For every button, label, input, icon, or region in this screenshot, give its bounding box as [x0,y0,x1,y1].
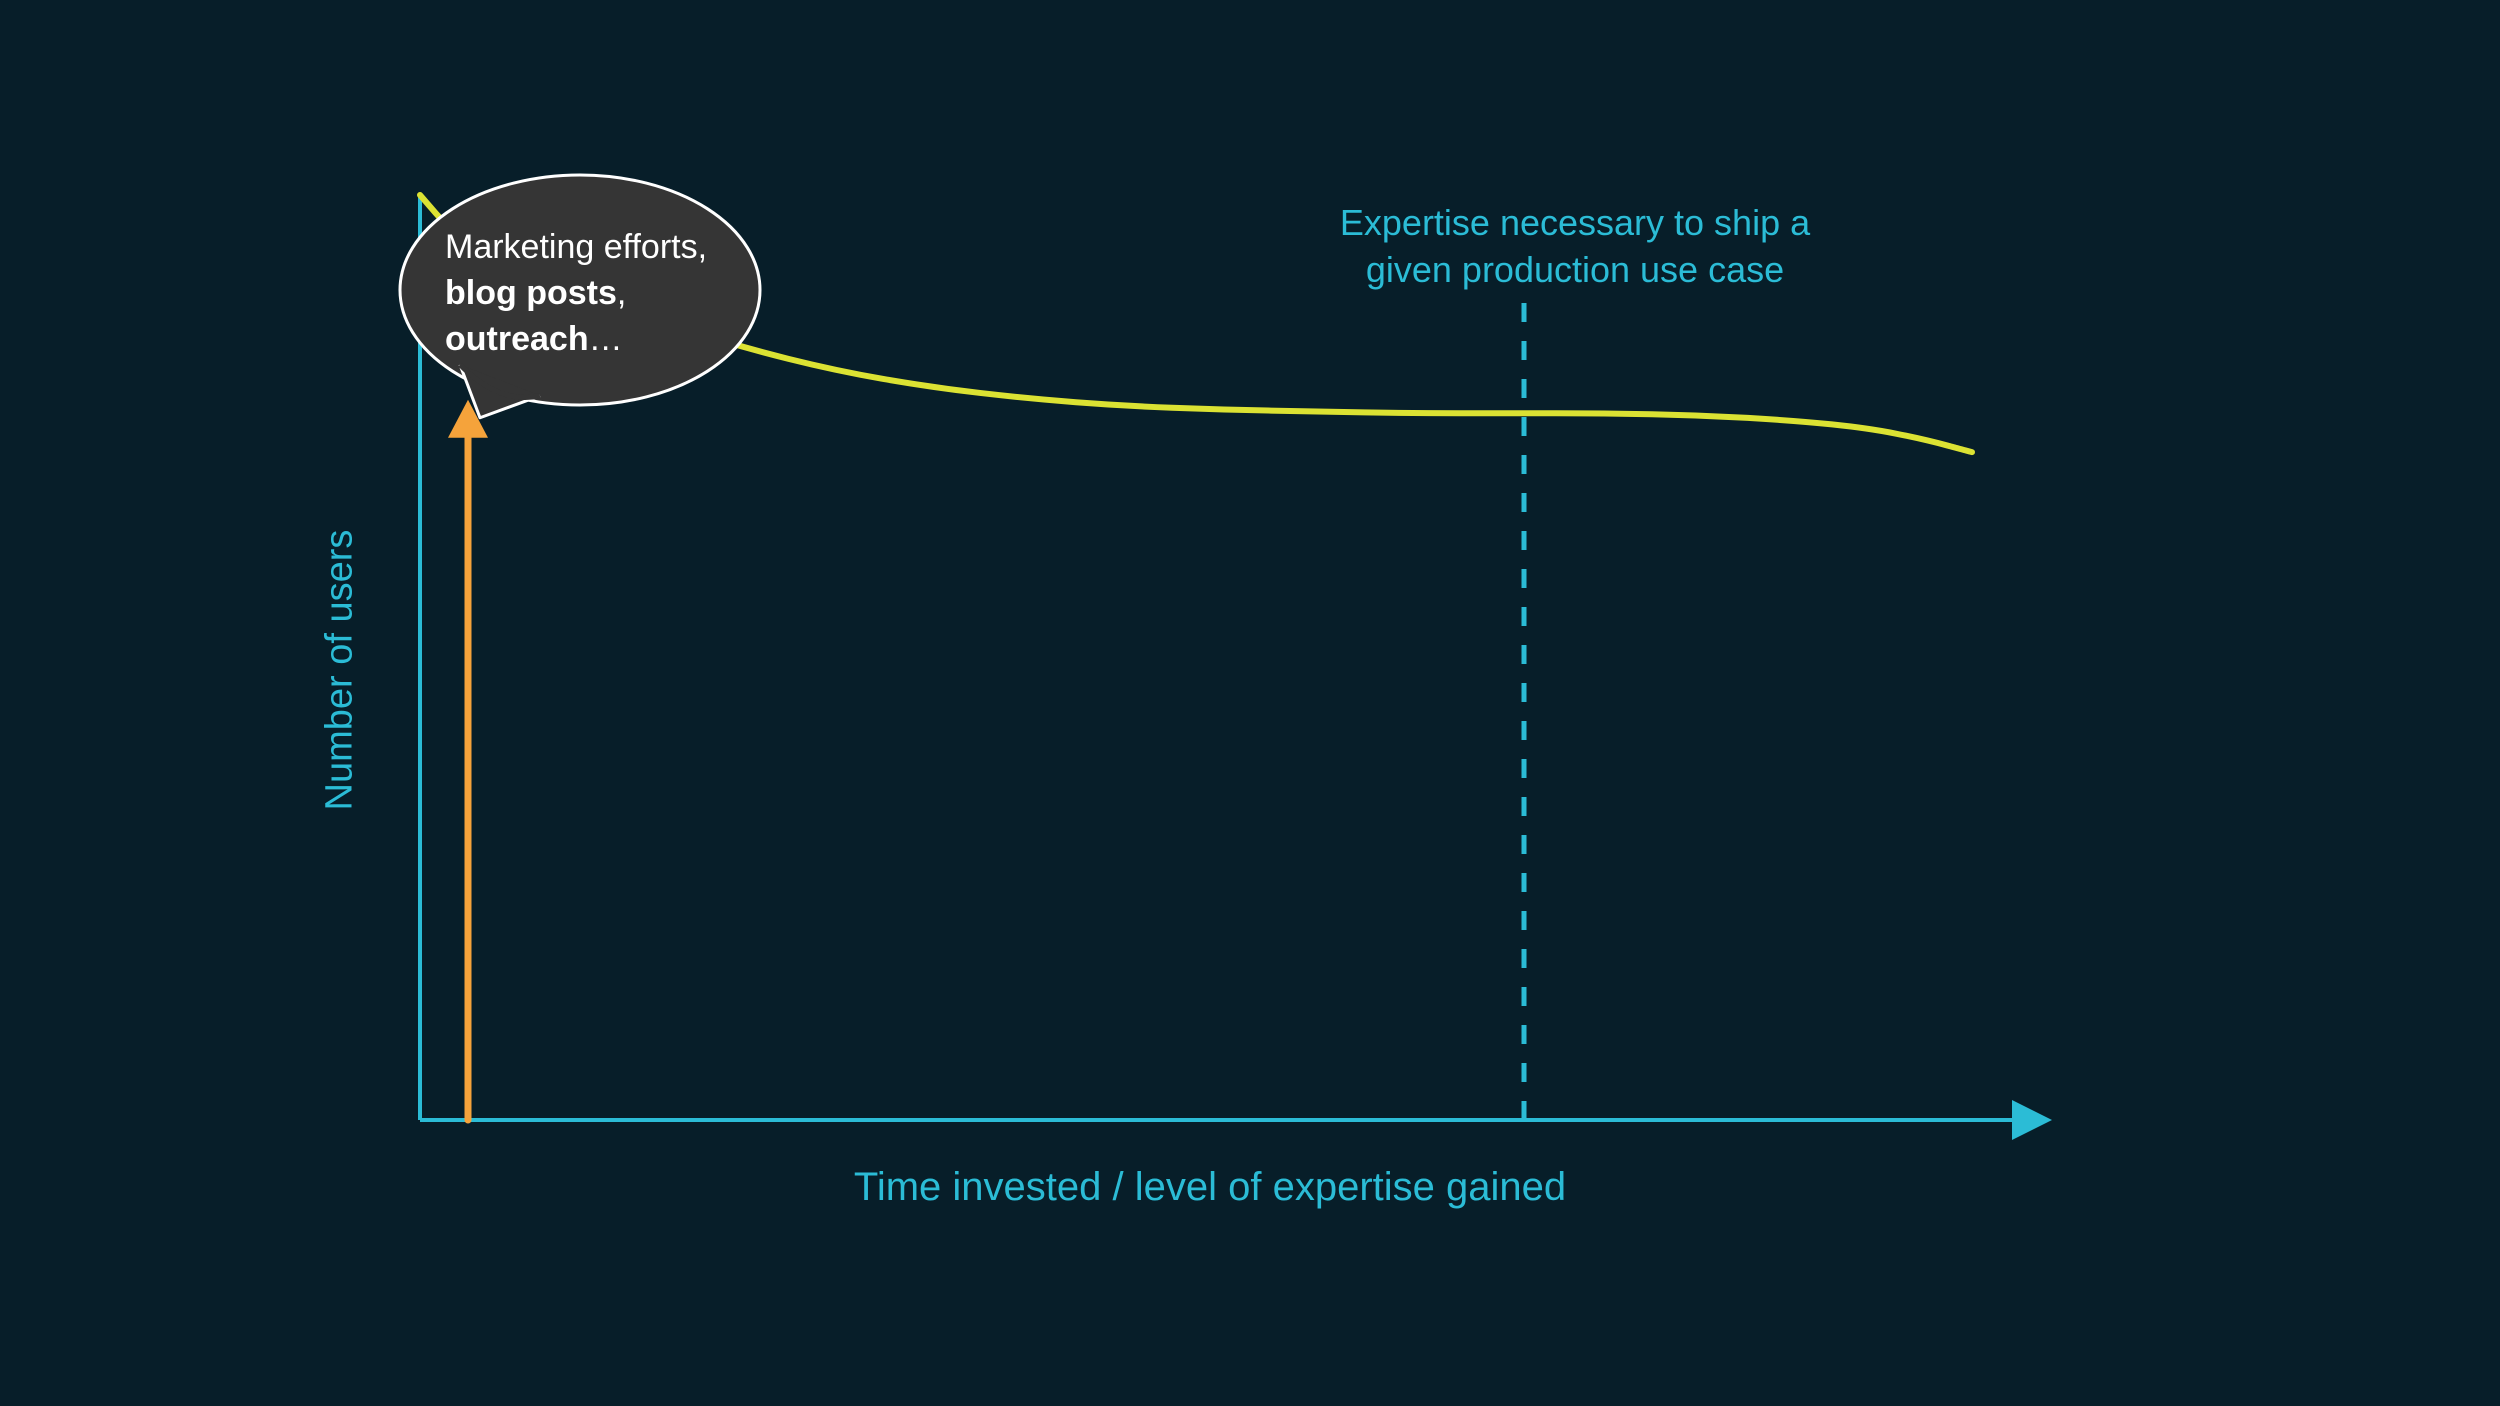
chart-container: Number of users Time invested / level of… [0,0,2500,1406]
bubble-text-bold-1: blog posts [445,274,617,312]
bubble-text-trail: … [589,320,623,358]
speech-bubble-text: Marketing efforts, blog posts, outreach… [445,225,745,363]
bubble-text-sep-1: , [617,274,626,312]
y-axis-label: Number of users [319,530,362,811]
vertical-marker-label-line1: Expertise necessary to ship a [1340,202,1810,243]
bubble-text-plain-1: Marketing efforts, [445,228,707,266]
bubble-text-bold-2: outreach [445,320,589,358]
vertical-marker-label: Expertise necessary to ship a given prod… [1340,200,1810,294]
x-axis-label: Time invested / level of expertise gaine… [854,1165,1566,1210]
vertical-marker-label-line2: given production use case [1366,249,1784,290]
